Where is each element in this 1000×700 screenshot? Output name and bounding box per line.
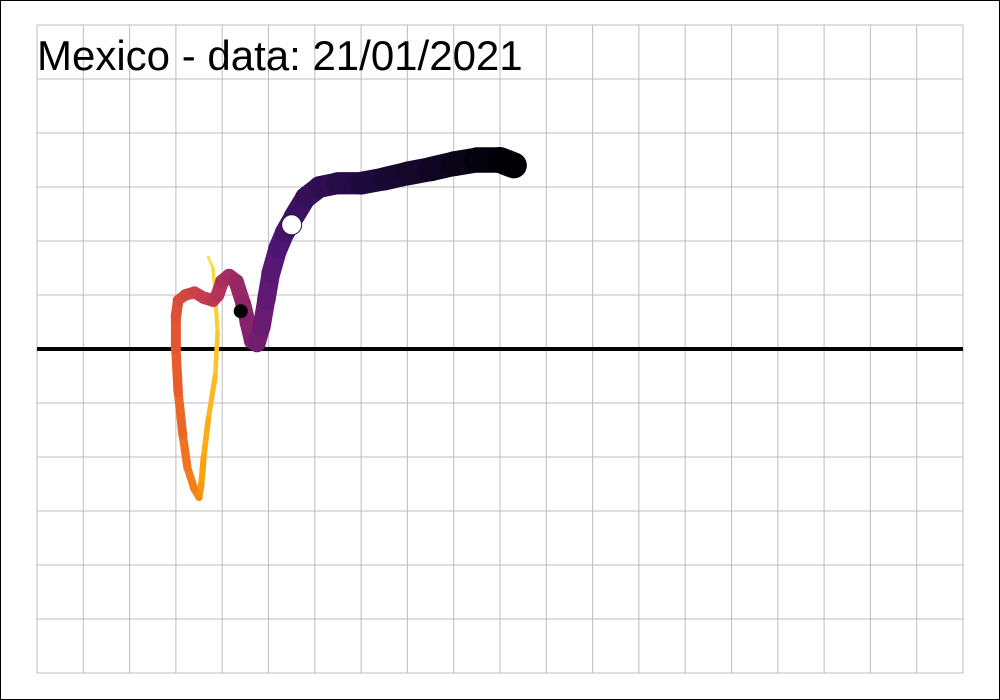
series-0-segment-6 (198, 453, 207, 488)
series-0-segment-11 (173, 387, 188, 440)
chart-title: Mexico - data: 21/01/2021 (37, 32, 523, 79)
series-0-segment-43 (487, 147, 527, 179)
trajectory-series (170, 147, 527, 502)
series-0-segment-4 (205, 373, 218, 422)
series-0-segment-10 (178, 431, 192, 472)
marker-point-0 (233, 304, 248, 319)
markers (233, 214, 303, 319)
series-0-segment-3 (212, 330, 220, 379)
series-0-segment-0 (206, 255, 215, 270)
series-0-segment-5 (200, 416, 212, 460)
marker-point-1 (281, 214, 303, 236)
series-0-segment-12 (171, 344, 183, 397)
